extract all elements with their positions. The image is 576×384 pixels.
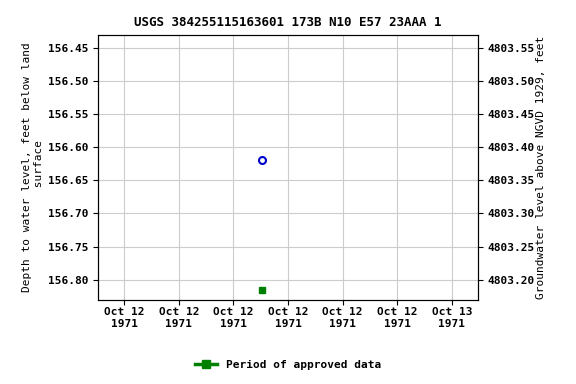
- Title: USGS 384255115163601 173B N10 E57 23AAA 1: USGS 384255115163601 173B N10 E57 23AAA …: [134, 16, 442, 29]
- Y-axis label: Depth to water level, feet below land
 surface: Depth to water level, feet below land su…: [22, 42, 44, 292]
- Y-axis label: Groundwater level above NGVD 1929, feet: Groundwater level above NGVD 1929, feet: [536, 35, 545, 299]
- Legend: Period of approved data: Period of approved data: [191, 356, 385, 375]
